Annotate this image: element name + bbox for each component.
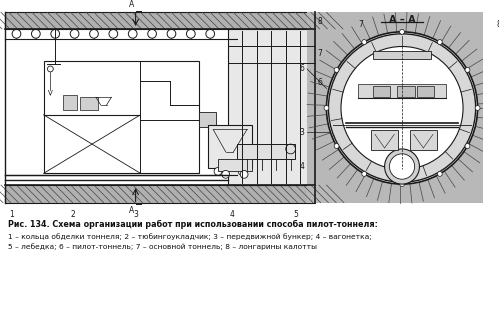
Text: 7: 7 (318, 49, 323, 58)
Text: А: А (129, 0, 135, 9)
Text: 5 – лебедка; 6 – пилот-тоннель; 7 – основной тоннель; 8 – лонгарины калотты: 5 – лебедка; 6 – пилот-тоннель; 7 – осно… (8, 243, 317, 251)
Bar (43, 61, 199, 173)
Circle shape (334, 144, 339, 148)
Bar (358, 83, 446, 98)
Bar (5, 185, 315, 203)
Circle shape (438, 40, 442, 44)
Circle shape (214, 167, 222, 175)
Bar (208, 125, 252, 168)
Bar (373, 51, 431, 59)
Text: 8: 8 (497, 20, 499, 29)
Bar (5, 12, 315, 29)
Circle shape (222, 171, 230, 178)
Circle shape (328, 34, 476, 182)
Circle shape (324, 106, 329, 110)
Circle shape (385, 149, 420, 184)
Bar (417, 86, 434, 97)
Circle shape (438, 171, 442, 176)
Circle shape (362, 171, 367, 176)
Bar (410, 130, 437, 150)
Bar (63, 95, 77, 110)
Circle shape (465, 67, 470, 72)
Text: А: А (129, 205, 135, 214)
Circle shape (334, 67, 339, 72)
Text: 7: 7 (358, 20, 363, 29)
Circle shape (400, 182, 405, 187)
Text: 3: 3 (133, 210, 138, 219)
Bar (371, 130, 398, 150)
Circle shape (389, 154, 415, 179)
Text: 4: 4 (299, 162, 304, 171)
Text: 1 – кольца обделки тоннеля; 2 – тюбингоукладчик; 3 – передвижной бункер; 4 – ваг: 1 – кольца обделки тоннеля; 2 – тюбингоу… (8, 233, 371, 240)
Circle shape (239, 167, 246, 175)
Bar (373, 86, 390, 97)
Bar (199, 112, 216, 128)
Text: А – А: А – А (389, 15, 415, 25)
Text: 4: 4 (230, 210, 235, 219)
Circle shape (362, 40, 367, 44)
Text: 2: 2 (70, 210, 75, 219)
Text: Рис. 134. Схема организации работ при использовании способа пилот-тоннеля:: Рис. 134. Схема организации работ при ис… (8, 220, 378, 229)
Circle shape (475, 106, 480, 110)
Text: 1: 1 (9, 210, 14, 219)
Bar (307, 12, 497, 203)
Bar (80, 97, 98, 110)
Text: 3: 3 (299, 128, 304, 137)
Circle shape (465, 144, 470, 148)
Text: 6: 6 (318, 78, 323, 87)
Text: 5: 5 (293, 210, 298, 219)
Bar (238, 144, 295, 159)
Circle shape (326, 32, 478, 184)
Circle shape (341, 46, 463, 169)
Text: 8: 8 (318, 17, 322, 26)
Circle shape (240, 171, 248, 178)
Bar (228, 29, 315, 185)
Bar (218, 159, 252, 171)
Bar (397, 86, 415, 97)
Circle shape (400, 29, 405, 34)
Text: 6: 6 (299, 65, 304, 74)
